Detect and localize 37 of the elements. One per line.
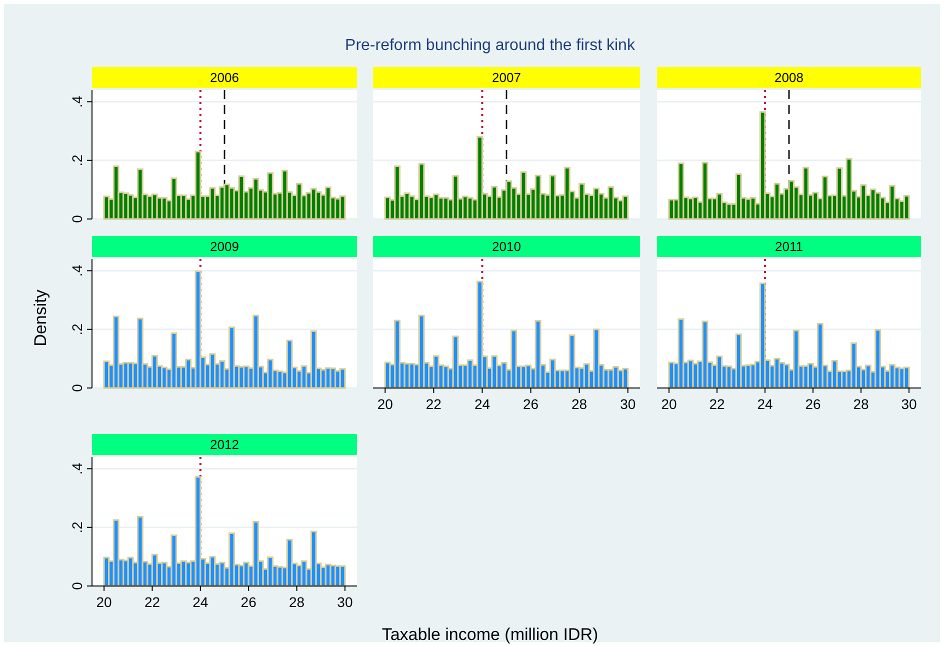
chart-title: 2006 [210,70,239,85]
text: Pre-reform bunching around the first kink [345,37,636,54]
x-tick-label: 26 [522,396,539,412]
chart-title: 2009 [210,239,239,254]
y-tick-label: 0 [69,582,85,590]
x-tick-label: 30 [901,396,917,412]
chart-title: 2008 [774,70,804,85]
x-tick-label: 24 [192,594,208,610]
y-tick-label: .4 [69,462,85,475]
x-axis-title: Taxable income (million IDR) [382,625,598,644]
chart-title: 2011 [775,239,803,254]
x-tick-label: 28 [572,396,588,412]
x-tick-label: 28 [853,396,869,412]
x-tick-label: 30 [337,594,353,610]
y-tick-label: .2 [69,154,85,166]
y-tick-label: .2 [69,323,85,336]
x-tick-label: 24 [757,396,773,412]
x-tick-label: 20 [661,396,677,412]
y-tick-label: .2 [69,521,85,534]
chart-title: 2007 [492,70,521,85]
y-tick-label: .4 [69,264,85,277]
y-axis-title: Density [31,289,50,346]
chart-title: 2012 [210,437,239,452]
x-tick-label: 28 [288,594,305,610]
y-tick-label: .4 [69,96,85,108]
x-tick-label: 26 [805,396,821,412]
y-tick-label: 0 [69,214,85,223]
x-tick-label: 30 [620,396,636,412]
x-tick-label: 22 [144,594,160,610]
x-tick-label: 22 [709,396,725,412]
x-tick-label: 20 [377,396,394,412]
x-tick-label: 24 [474,396,490,412]
x-tick-label: 26 [240,594,257,610]
y-tick-label: 0 [69,384,85,392]
x-tick-label: 22 [426,396,442,412]
chart-title: 2010 [492,239,521,254]
x-tick-label: 20 [96,594,112,610]
